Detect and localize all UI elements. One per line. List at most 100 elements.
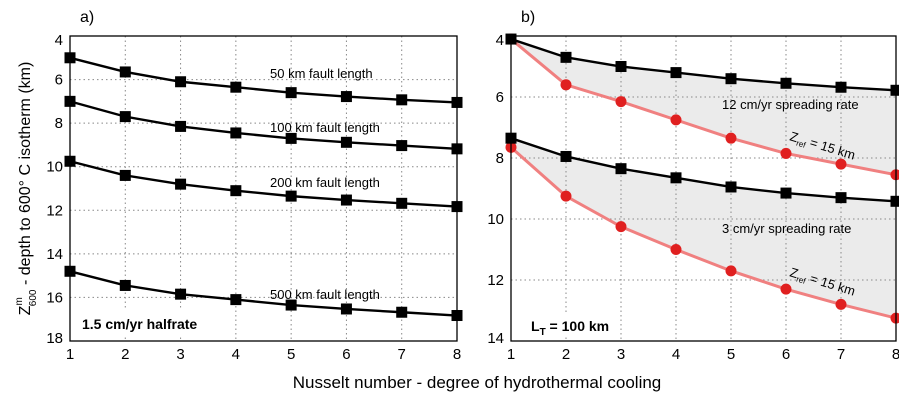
group-label-12cm: 12 cm/yr spreading rate bbox=[722, 97, 859, 112]
series-marker-200km bbox=[340, 194, 352, 206]
series-line-50km bbox=[69, 56, 458, 104]
y-axis-label-main: Z bbox=[17, 305, 34, 315]
panel-a-x-tick-label: 1 bbox=[66, 346, 74, 363]
panel-b-box-label-main: L bbox=[531, 318, 540, 334]
series-marker-50km bbox=[119, 66, 131, 78]
panel-a-x-tick-label: 5 bbox=[287, 346, 295, 363]
series-marker-500km bbox=[119, 279, 131, 291]
lower-marker-3cm bbox=[615, 221, 627, 233]
series-marker-500km bbox=[175, 288, 187, 300]
panel-b-y-tick-label: 12 bbox=[487, 272, 504, 289]
panel-a-x-tick-label: 2 bbox=[121, 346, 129, 363]
upper-marker-3cm bbox=[890, 195, 899, 207]
lower-marker-12cm bbox=[890, 169, 899, 181]
lower-marker-3cm bbox=[560, 190, 572, 202]
series-marker-200km bbox=[119, 169, 131, 181]
panel-a-x-tick-label: 7 bbox=[398, 346, 406, 363]
panel-a-y-tick-label: 16 bbox=[46, 289, 63, 306]
panel-a-y-tick-label: 6 bbox=[55, 72, 63, 89]
y-axis-label: Zm 600 - depth to 600° C isotherm (km) bbox=[14, 62, 39, 316]
lower-line-12cm bbox=[510, 37, 897, 177]
lower-marker-12cm bbox=[670, 114, 682, 126]
upper-marker-12cm bbox=[890, 84, 899, 96]
series-marker-500km bbox=[230, 294, 242, 306]
x-axis-label: Nusselt number - degree of hydrothermal … bbox=[293, 373, 662, 392]
upper-line-12cm bbox=[510, 37, 897, 92]
panel-b-box-label: LT = 100 km bbox=[531, 318, 609, 338]
series-label-200km: 200 km fault length bbox=[270, 175, 380, 190]
lower-marker-12cm bbox=[780, 147, 792, 159]
series-line-100km bbox=[69, 100, 458, 151]
lower-marker-3cm bbox=[835, 298, 847, 310]
panel-b-series bbox=[505, 33, 899, 324]
series-marker-100km bbox=[230, 127, 242, 139]
series-marker-50km bbox=[396, 94, 408, 106]
lower-marker-12cm bbox=[560, 79, 572, 91]
panel-a-x-tick-label: 6 bbox=[342, 346, 350, 363]
panel-b-x-tick-label: 3 bbox=[617, 346, 625, 363]
lower-marker-12cm bbox=[835, 158, 847, 170]
series-marker-500km bbox=[340, 303, 352, 315]
upper-marker-12cm bbox=[725, 73, 737, 85]
series-label-50km: 50 km fault length bbox=[270, 66, 373, 81]
panel-b-y-tick-label: 14 bbox=[487, 330, 504, 347]
upper-marker-12cm bbox=[615, 61, 627, 72]
panel-a-grid bbox=[69, 35, 458, 342]
panel-b-y-tick-label: 8 bbox=[496, 150, 504, 167]
panel-b-label: b) bbox=[521, 9, 535, 26]
lower-marker-3cm bbox=[670, 244, 682, 255]
series-label-100km: 100 km fault length bbox=[270, 120, 380, 135]
upper-marker-12cm bbox=[780, 77, 792, 89]
panel-b-y-tick-label: 10 bbox=[487, 211, 504, 228]
lower-marker-12cm bbox=[725, 132, 737, 144]
series-marker-200km bbox=[396, 197, 408, 209]
band-fill-3cm bbox=[511, 138, 896, 319]
panel-a-x-tick-label: 3 bbox=[176, 346, 184, 363]
band-fill-12cm bbox=[511, 39, 896, 175]
series-marker-200km bbox=[175, 178, 187, 190]
panel-a-x-tick-label: 4 bbox=[232, 346, 240, 363]
upper-marker-3cm bbox=[670, 172, 682, 184]
panel-b-box-label-rest: = 100 km bbox=[546, 318, 609, 334]
group-label-3cm: 3 cm/yr spreading rate bbox=[722, 221, 851, 236]
panel-b-x-tick-label: 6 bbox=[782, 346, 790, 363]
upper-line-3cm bbox=[510, 137, 897, 203]
panel-a-y-tick-label: 12 bbox=[46, 202, 63, 219]
upper-marker-3cm bbox=[835, 192, 847, 204]
upper-marker-3cm bbox=[560, 150, 572, 162]
panel-b-fills bbox=[511, 39, 896, 319]
panel-b-box bbox=[519, 313, 619, 337]
upper-marker-3cm bbox=[615, 163, 627, 175]
panel-a-series: 50 km fault length 100 km fault length 200… bbox=[64, 52, 463, 322]
panel-b-y-tick-label: 6 bbox=[496, 89, 504, 106]
lower-marker-12cm bbox=[615, 96, 627, 108]
panel-a-box-label: 1.5 cm/yr halfrate bbox=[82, 316, 197, 332]
series-label-500km: 500 km fault length bbox=[270, 287, 380, 302]
y-axis-label-rest: - depth to 600° C isotherm (km) bbox=[17, 62, 34, 290]
panel-b-y-tick-label: 4 bbox=[496, 32, 504, 49]
panel-a-label: a) bbox=[80, 9, 94, 26]
panel-a-x-tick-label: 8 bbox=[453, 346, 461, 363]
panel-b-x-tick-label: 5 bbox=[727, 346, 735, 363]
upper-marker-3cm bbox=[725, 181, 737, 193]
lower-line-3cm bbox=[510, 146, 897, 320]
upper-marker-3cm bbox=[780, 187, 792, 199]
panel-a-y-tick-label: 14 bbox=[46, 246, 63, 263]
series-marker-200km bbox=[230, 185, 242, 197]
panel-a-box bbox=[74, 310, 232, 336]
zref-sub-12cm: ref bbox=[795, 139, 807, 151]
series-marker-100km bbox=[340, 136, 352, 148]
panel-b-box-label-sub: T bbox=[540, 327, 546, 338]
panel-a-y-tick-label: 4 bbox=[55, 32, 63, 49]
panel-b-x-tick-label: 4 bbox=[672, 346, 680, 363]
series-line-200km bbox=[69, 160, 458, 208]
panel-b-x-tick-label: 7 bbox=[837, 346, 845, 363]
zref-sub-3cm: ref bbox=[795, 275, 807, 287]
series-marker-100km bbox=[119, 111, 131, 123]
series-marker-200km bbox=[285, 190, 297, 202]
panel-a: 50 km fault length 100 km fault length 200… bbox=[14, 9, 463, 363]
